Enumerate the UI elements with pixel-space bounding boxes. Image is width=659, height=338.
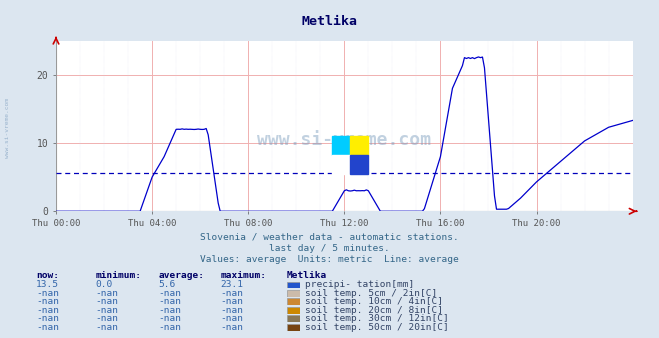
Bar xyxy=(332,136,351,155)
Text: maximum:: maximum: xyxy=(221,271,267,280)
Text: -nan: -nan xyxy=(96,314,119,323)
Text: 13.5: 13.5 xyxy=(36,281,59,289)
Text: -nan: -nan xyxy=(158,323,181,332)
Text: -nan: -nan xyxy=(96,323,119,332)
Text: 0.0: 0.0 xyxy=(96,281,113,289)
Text: -nan: -nan xyxy=(36,289,59,298)
Text: soil temp. 5cm / 2in[C]: soil temp. 5cm / 2in[C] xyxy=(305,289,438,298)
Text: minimum:: minimum: xyxy=(96,271,142,280)
Text: Slovenia / weather data - automatic stations.: Slovenia / weather data - automatic stat… xyxy=(200,232,459,241)
Text: 5.6: 5.6 xyxy=(158,281,175,289)
Text: Metlika: Metlika xyxy=(302,15,357,28)
Text: -nan: -nan xyxy=(36,323,59,332)
Text: average:: average: xyxy=(158,271,204,280)
Text: soil temp. 10cm / 4in[C]: soil temp. 10cm / 4in[C] xyxy=(305,297,443,306)
Text: -nan: -nan xyxy=(221,306,244,315)
Text: -nan: -nan xyxy=(36,314,59,323)
Text: www.si-vreme.com: www.si-vreme.com xyxy=(5,98,11,159)
Text: -nan: -nan xyxy=(158,289,181,298)
Text: -nan: -nan xyxy=(158,297,181,306)
Text: -nan: -nan xyxy=(36,297,59,306)
Text: -nan: -nan xyxy=(96,297,119,306)
Text: -nan: -nan xyxy=(221,297,244,306)
Text: precipi- tation[mm]: precipi- tation[mm] xyxy=(305,281,415,289)
Text: www.si-vreme.com: www.si-vreme.com xyxy=(257,130,432,149)
Text: soil temp. 30cm / 12in[C]: soil temp. 30cm / 12in[C] xyxy=(305,314,449,323)
Text: last day / 5 minutes.: last day / 5 minutes. xyxy=(269,244,390,253)
Text: Values: average  Units: metric  Line: average: Values: average Units: metric Line: aver… xyxy=(200,255,459,264)
Text: now:: now: xyxy=(36,271,59,280)
Text: -nan: -nan xyxy=(221,289,244,298)
Text: -nan: -nan xyxy=(158,314,181,323)
Bar xyxy=(351,155,368,174)
Text: -nan: -nan xyxy=(158,306,181,315)
Text: -nan: -nan xyxy=(36,306,59,315)
Text: soil temp. 20cm / 8in[C]: soil temp. 20cm / 8in[C] xyxy=(305,306,443,315)
Text: soil temp. 50cm / 20in[C]: soil temp. 50cm / 20in[C] xyxy=(305,323,449,332)
Bar xyxy=(332,155,351,174)
Text: -nan: -nan xyxy=(221,323,244,332)
Text: 23.1: 23.1 xyxy=(221,281,244,289)
Bar xyxy=(351,136,368,155)
Text: Metlika: Metlika xyxy=(287,271,327,280)
Text: -nan: -nan xyxy=(221,314,244,323)
Text: -nan: -nan xyxy=(96,306,119,315)
Text: -nan: -nan xyxy=(96,289,119,298)
